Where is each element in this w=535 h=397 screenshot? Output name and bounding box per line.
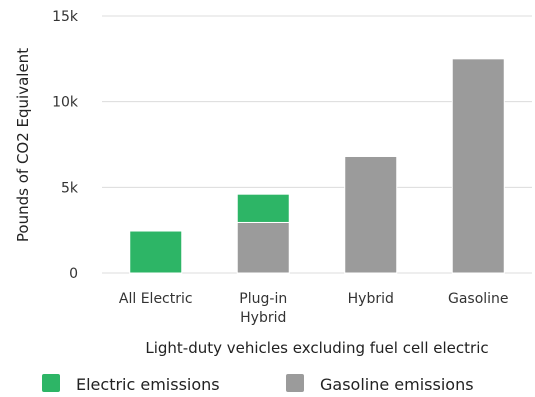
legend-label-electric: Electric emissions xyxy=(76,375,220,394)
y-axis-ticks: 0 5k 10k 15k xyxy=(52,9,79,282)
legend-swatch-electric xyxy=(42,374,60,392)
bar-segment[interactable] xyxy=(236,193,290,223)
legend-item-electric[interactable]: Electric emissions xyxy=(42,374,220,394)
legend-swatch-gasoline xyxy=(286,374,304,392)
y-tick-label: 5k xyxy=(61,180,79,196)
bar-segment[interactable] xyxy=(451,58,505,274)
bar-segment[interactable] xyxy=(344,155,398,274)
x-tick-label: Plug-in Hybrid xyxy=(239,291,287,326)
legend: Electric emissions Gasoline emissions xyxy=(42,374,474,394)
y-tick-label: 15k xyxy=(52,9,79,25)
legend-label-gasoline: Gasoline emissions xyxy=(320,375,474,394)
x-tick-label: Gasoline xyxy=(448,291,509,307)
y-axis-title: Pounds of CO2 Equivalent xyxy=(14,48,32,242)
x-tick-label: Hybrid xyxy=(348,291,394,307)
legend-item-gasoline[interactable]: Gasoline emissions xyxy=(286,374,474,394)
bar-segment[interactable] xyxy=(236,221,290,274)
bars xyxy=(129,58,505,274)
y-tick-label: 0 xyxy=(69,266,78,282)
x-tick-label: All Electric xyxy=(119,291,193,307)
bar-segment[interactable] xyxy=(129,230,183,274)
x-axis-title: Light-duty vehicles excluding fuel cell … xyxy=(145,339,488,357)
y-tick-label: 10k xyxy=(52,95,79,111)
x-axis-labels: All Electric Plug-in Hybrid Hybrid Gasoline xyxy=(119,291,509,326)
